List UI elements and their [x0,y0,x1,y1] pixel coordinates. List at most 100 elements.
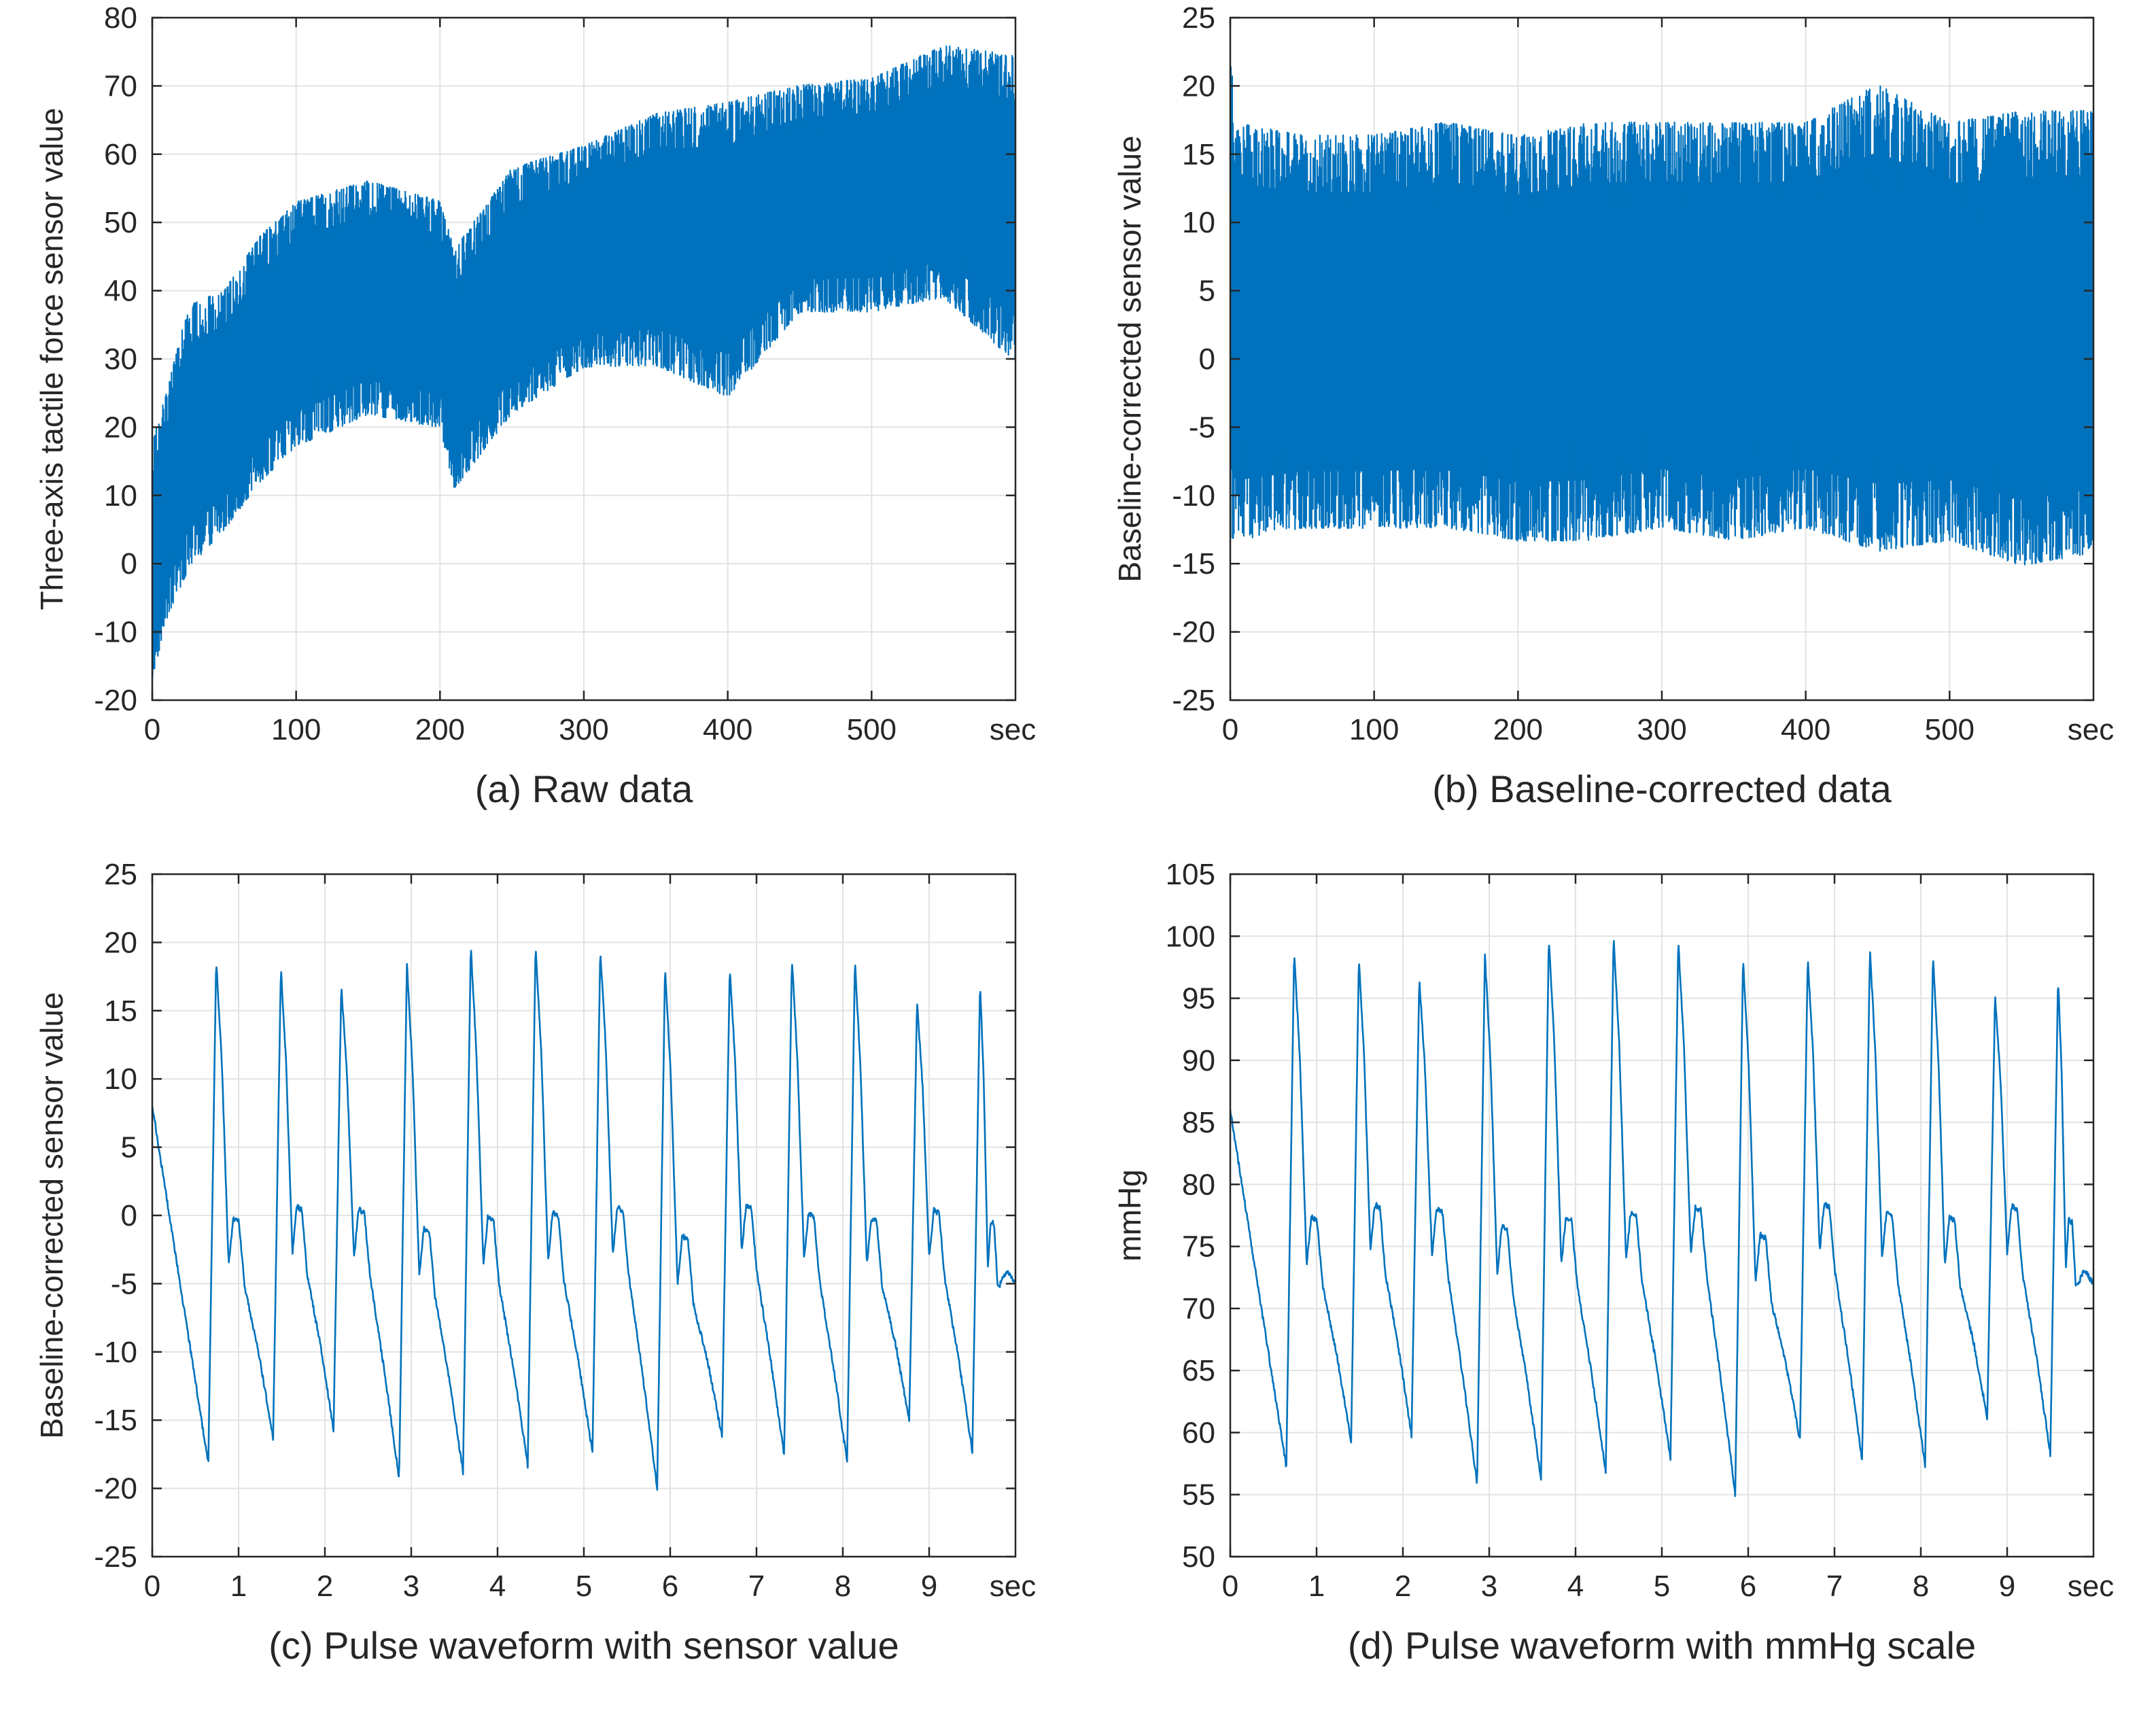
panel-c-y-tick-label: 25 [104,858,137,891]
panel-b-series-line [1229,66,2095,566]
panel-c-x-tick-label: 1 [230,1570,247,1603]
panel-b-y-tick-label: 0 [1199,343,1215,376]
panel-c-grid [152,874,1015,1557]
panel-a-series-line [151,45,1017,677]
panel-d-y-tick-label: 50 [1182,1540,1215,1574]
panel-d-y-tick-label: 105 [1166,858,1215,891]
panel-a-y-tick-label: 0 [121,547,137,581]
panel-d-y-tick-label: 60 [1182,1416,1215,1449]
panel-d-y-tick-label: 65 [1182,1354,1215,1387]
panel-d-y-tick-label: 90 [1182,1044,1215,1077]
panel-a-y-tick-label: 80 [104,1,137,35]
panel-b-caption: (b) Baseline-corrected data [1432,767,1892,810]
panel-a: 0 100 200 300 400 500-20-1001020304050607080 … [34,1,1036,810]
panel-d-y-tick-label: 75 [1182,1230,1215,1264]
panel-a-y-tick-label: -10 [94,616,137,649]
panel-c-x-tick-label: 6 [662,1570,678,1603]
panel-b-y-tick-label: 25 [1182,1,1215,35]
panel-a-x-unit-label: sec [990,713,1036,746]
panel-c-y-tick-label: -25 [94,1540,137,1574]
panel-b-y-tick-label: -10 [1172,479,1215,513]
panel-c-plot-area [151,950,1017,1491]
panel-c-ticks: 0 1 2 3 4 5 6 7 8 9 -25 -20 -15 -10 -5 0 5 10 15 20 25 [94,858,1015,1603]
panel-d-x-tick-label: 3 [1481,1570,1497,1603]
panel-c-y-tick-label: 20 [104,926,137,959]
panel-b-x-tick-label: 500 [1925,713,1975,746]
panel-c-x-tick-label: 9 [921,1570,937,1603]
panel-d-y-tick-label: 70 [1182,1292,1215,1326]
panel-b-plot-area [1229,66,2095,566]
panel-d-y-axis-label: mmHg [1112,1169,1147,1261]
panel-c-y-axis-label: Baseline-corrected sensor value [34,992,69,1438]
panel-c-y-tick-label: -10 [94,1336,137,1369]
panel-d-x-tick-label: 6 [1740,1570,1756,1603]
panel-b-y-tick-label: -5 [1189,411,1215,444]
panel-a-x-tick-label: 400 [703,713,752,746]
panel-a-ticks: 0 100 200 300 400 500 -20 -10 0 10 20 30 40 50 60 70 80 [94,1,1015,746]
panel-b-x-unit-label: sec [2068,713,2114,746]
panel-c: 0 1 2 3 4 5 6 7 8 9 -25 -20 -15 -10 -5 0 5 10 15 20 25 sec B… [34,858,1036,1667]
panel-b-y-tick-label: 20 [1182,69,1215,103]
panel-d-plot-area [1229,939,2095,1498]
panel-a-y-tick-label: -20 [94,684,137,717]
panel-b-x-tick-label: 100 [1349,713,1399,746]
panel-a-x-tick-label: 500 [847,713,897,746]
panel-b-x-tick-label: 300 [1637,713,1686,746]
panel-c-x-tick-label: 4 [489,1570,506,1603]
panel-b: 0 100 200 300 400 500 -25 -20 -15 -10 -5 0 5 10 15 20 25… [1112,1,2114,810]
panel-a-y-tick-label: 40 [104,275,137,308]
panel-d-y-tick-label: 85 [1182,1106,1215,1139]
panel-a-y-tick-label: 70 [104,69,137,103]
panel-d-y-tick-label: 95 [1182,982,1215,1016]
panel-b-y-tick-label: 5 [1199,275,1215,308]
panel-d-y-tick-label: 55 [1182,1478,1215,1512]
panel-d-grid [1230,874,2093,1557]
panel-d-x-unit-label: sec [2068,1570,2114,1603]
panel-d: 0 1 2 3 4 5 6 7 8 9 50 55 60 65 70 75 80 85 90 95 100 105 sec… [1112,858,2114,1667]
panel-d-x-tick-label: 1 [1308,1570,1325,1603]
panel-c-x-tick-label: 2 [317,1570,333,1603]
panel-a-x-tick-label: 200 [415,713,465,746]
panel-c-x-tick-label: 8 [835,1570,851,1603]
panel-d-x-tick-label: 2 [1395,1570,1411,1603]
panel-a-y-tick-label: 30 [104,343,137,376]
panel-b-y-axis-label: Baseline-corrected sensor value [1112,135,1147,582]
panel-d-series-line [1229,939,2095,1498]
panel-b-y-tick-label: 15 [1182,138,1215,171]
panel-d-y-tick-label: 80 [1182,1168,1215,1201]
panel-d-x-tick-label: 7 [1826,1570,1843,1603]
panel-d-y-tick-label: 100 [1166,920,1215,953]
panel-a-plot-area [151,45,1017,677]
panel-c-y-tick-label: -5 [111,1267,137,1300]
panel-d-x-tick-label: 9 [1999,1570,2015,1603]
panel-c-x-tick-label: 0 [144,1570,160,1603]
panel-b-y-tick-label: 10 [1182,206,1215,239]
panel-b-y-tick-label: -20 [1172,616,1215,649]
panel-c-x-tick-label: 7 [748,1570,765,1603]
panel-a-x-tick-label: 100 [271,713,321,746]
panel-a-y-tick-label: 50 [104,206,137,239]
panel-a-x-tick-label: 0 [144,713,160,746]
panel-c-x-tick-label: 3 [403,1570,419,1603]
panel-a-y-axis-label: Three-axis tactile force sensor value [34,108,69,610]
panel-c-x-unit-label: sec [990,1570,1036,1603]
panel-c-series-line [151,950,1017,1491]
panel-d-caption: (d) Pulse waveform with mmHg scale [1348,1624,1976,1667]
panel-d-x-tick-label: 4 [1567,1570,1584,1603]
panel-b-x-tick-label: 400 [1781,713,1830,746]
panel-c-y-tick-label: 10 [104,1062,137,1096]
panel-b-x-tick-label: 0 [1222,713,1238,746]
panel-c-x-tick-label: 5 [576,1570,592,1603]
panel-c-y-tick-label: -15 [94,1404,137,1437]
panel-a-y-tick-label: 10 [104,479,137,513]
panel-d-ticks: 0 1 2 3 4 5 6 7 8 9 50 55 60 65 70 75 80 85 90 95 100 105 [1166,858,2093,1603]
panel-d-x-tick-label: 0 [1222,1570,1238,1603]
panel-d-x-tick-label: 8 [1913,1570,1929,1603]
panel-c-y-tick-label: 0 [121,1199,137,1232]
panel-c-caption: (c) Pulse waveform with sensor value [268,1624,899,1667]
panel-c-y-tick-label: -20 [94,1472,137,1506]
panel-b-ticks: 0 100 200 300 400 500 -25 -20 -15 -10 -5 0 5 10 15 20 25 [1172,1,2093,746]
panel-a-x-tick-label: 300 [559,713,608,746]
panel-c-y-tick-label: 5 [121,1131,137,1164]
